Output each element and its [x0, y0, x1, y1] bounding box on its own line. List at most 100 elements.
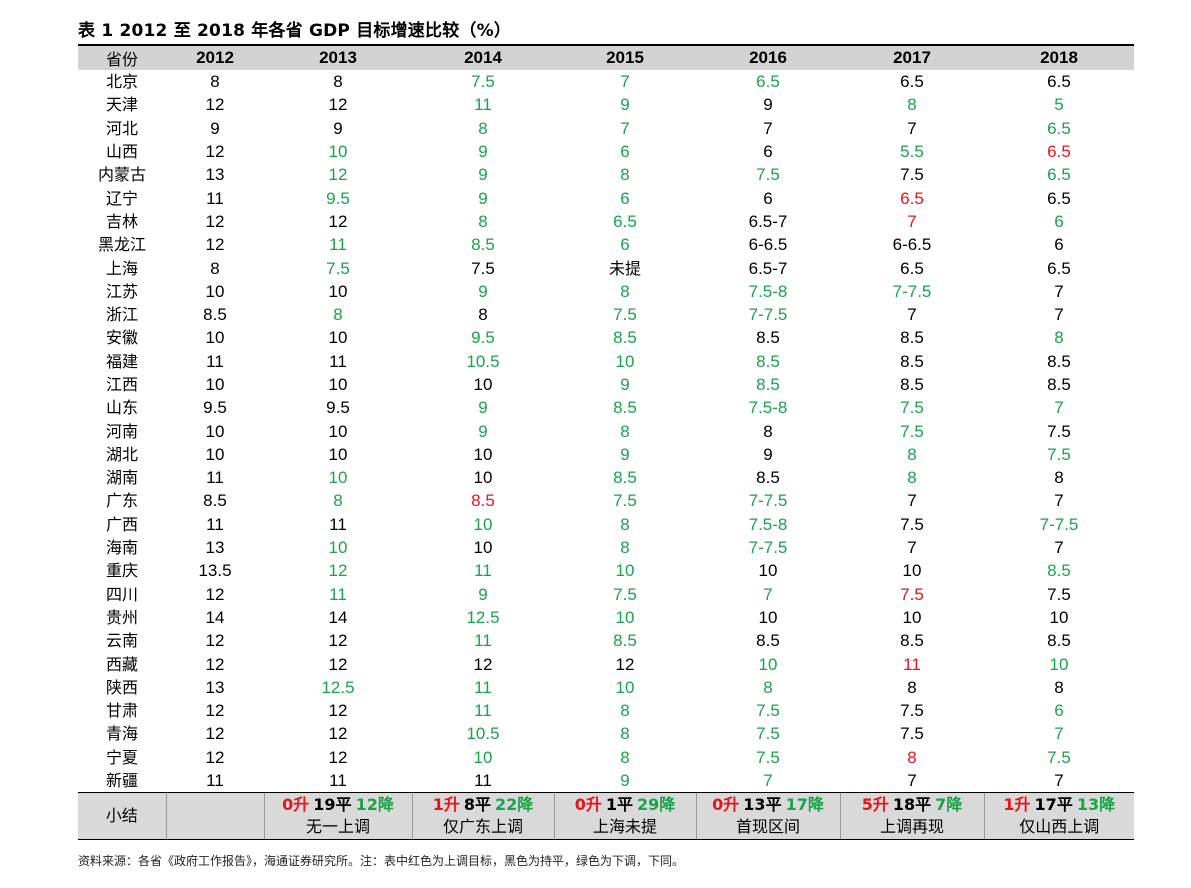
value-cell: 10 [1049, 654, 1069, 674]
value-cell: 7 [907, 305, 917, 325]
province-cell: 贵州 [105, 607, 138, 627]
summary-cell: 1升 8平 22降 仅广东上调 [411, 792, 554, 841]
value-cell: 7.5 [900, 398, 924, 418]
province-cell: 西藏 [105, 654, 138, 674]
table-row: 辽宁 11 9.5 9 6 6 6.5 6.5 [78, 186, 1134, 209]
summary-cell: 0升 19平 12降 无一上调 [263, 792, 412, 841]
value-cell: 8.5 [756, 375, 780, 394]
up-word: 升 [872, 795, 889, 815]
up-word: 升 [443, 795, 460, 815]
value-cell: 9.5 [203, 398, 227, 418]
value-cell: 10 [328, 421, 348, 441]
value-cell: 8.5 [613, 328, 637, 348]
value-cell: 11 [329, 235, 347, 255]
value-cell: 10.5 [466, 351, 500, 371]
summary-counts: 0升 19平 12降 [265, 794, 412, 816]
value-cell: 10 [205, 444, 225, 464]
table-title: 表 1 2012 至 2018 年各省 GDP 目标增速比较（%） [78, 21, 512, 41]
value-cell: 6.5 [1047, 188, 1071, 208]
value-cell: 9 [620, 444, 630, 464]
value-cell: 7.5-8 [748, 281, 788, 301]
value-cell: 12 [328, 211, 348, 231]
value-cell: 12 [328, 654, 348, 674]
value-cell: 11 [329, 514, 347, 534]
value-cell: 10 [615, 677, 635, 697]
value-cell: 9 [333, 118, 343, 138]
flat-word: 平 [335, 795, 352, 815]
value-cell: 9 [478, 281, 488, 301]
value-cell: 11 [206, 514, 224, 534]
value-cell: 7 [907, 538, 917, 558]
province-cell: 四川 [105, 584, 138, 604]
value-cell: 8.5 [471, 235, 495, 255]
value-cell: 12 [328, 561, 348, 581]
summary-note: 仅广东上调 [442, 817, 523, 837]
table-row: 广西 11 11 10 8 7.5-8 7.5 7-7.5 [78, 513, 1134, 536]
table-row: 甘肃 12 12 11 8 7.5 7.5 6 [78, 699, 1134, 722]
value-cell: 7 [907, 491, 917, 511]
value-cell: 8.5 [1047, 351, 1071, 371]
down-word: 降 [659, 795, 676, 815]
flat-count: 18 [892, 795, 916, 815]
value-cell: 8.5 [756, 631, 780, 651]
down-count: 7 [935, 795, 947, 815]
summary-cell: 0升 1平 29降 上海未提 [553, 792, 696, 841]
value-cell: 10 [328, 468, 348, 488]
value-cell: 7 [907, 118, 917, 138]
province-cell: 重庆 [105, 561, 138, 581]
value-cell: 12 [205, 584, 225, 604]
value-cell: 7 [620, 118, 630, 138]
value-cell: 8.5 [900, 328, 924, 348]
summary-row: 小结 0升 19平 12降 无一上调 1升 8平 22降 仅广东上调 0升 1平 29降 上海未提 0升 1… [78, 792, 1134, 841]
up-word: 升 [723, 795, 740, 815]
value-cell: 9 [478, 188, 488, 208]
value-cell: 8 [620, 538, 630, 558]
summary-cell: 0升 13平 17降 首现区间 [695, 792, 840, 841]
table-row: 山西 12 10 9 6 6 5.5 6.5 [78, 140, 1134, 163]
province-cell: 广东 [105, 491, 138, 511]
province-cell: 新疆 [78, 768, 166, 794]
province-cell: 山西 [105, 142, 138, 162]
value-cell: 7 [907, 211, 917, 231]
table-row: 四川 12 11 9 7.5 7 7.5 7.5 [78, 583, 1134, 606]
province-cell: 福建 [105, 351, 138, 371]
value-cell: 8 [478, 211, 488, 231]
value-cell: 10 [1049, 607, 1069, 627]
value-cell: 7 [1054, 281, 1064, 301]
value-cell: 6.5 [1047, 165, 1071, 185]
value-cell: 9.5 [326, 188, 350, 208]
value-cell: 7 [840, 768, 984, 794]
value-cell: 11 [264, 768, 412, 794]
value-cell: 10 [328, 444, 348, 464]
value-cell: 7-7.5 [748, 491, 788, 511]
value-cell: 12 [205, 142, 225, 162]
value-cell: 7.5 [471, 72, 495, 92]
table-row: 江西 10 10 10 9 8.5 8.5 8.5 [78, 373, 1134, 396]
value-cell: 9 [763, 444, 773, 464]
value-cell: 7.5 [613, 491, 637, 511]
down-word: 降 [807, 795, 824, 815]
value-cell: 6 [620, 142, 630, 162]
value-cell: 7 [984, 768, 1134, 794]
title-divider [78, 44, 1134, 46]
value-cell: 8 [907, 468, 917, 488]
value-cell: 8 [907, 677, 917, 697]
summary-counts: 0升 13平 17降 [697, 794, 840, 816]
value-cell: 12 [328, 95, 348, 115]
province-cell: 安徽 [105, 328, 138, 348]
province-cell: 青海 [105, 724, 138, 744]
flat-word: 平 [1056, 795, 1073, 815]
value-cell: 12 [473, 654, 493, 674]
table-row: 贵州 14 14 12.5 10 10 10 10 [78, 606, 1134, 629]
summary-note: 无一上调 [305, 817, 370, 837]
value-cell: 12 [328, 747, 348, 767]
value-cell: 9 [620, 375, 630, 394]
up-word: 升 [585, 795, 602, 815]
summary-counts: 5升 18平 7降 [841, 794, 984, 816]
value-cell: 8.5 [1047, 631, 1071, 651]
value-cell: 7 [763, 584, 773, 604]
value-cell: 8.5 [471, 491, 495, 511]
value-cell: 11 [206, 468, 224, 488]
flat-count: 17 [1034, 795, 1057, 815]
table-row: 吉林 12 12 8 6.5 6.5-7 7 6 [78, 210, 1134, 233]
